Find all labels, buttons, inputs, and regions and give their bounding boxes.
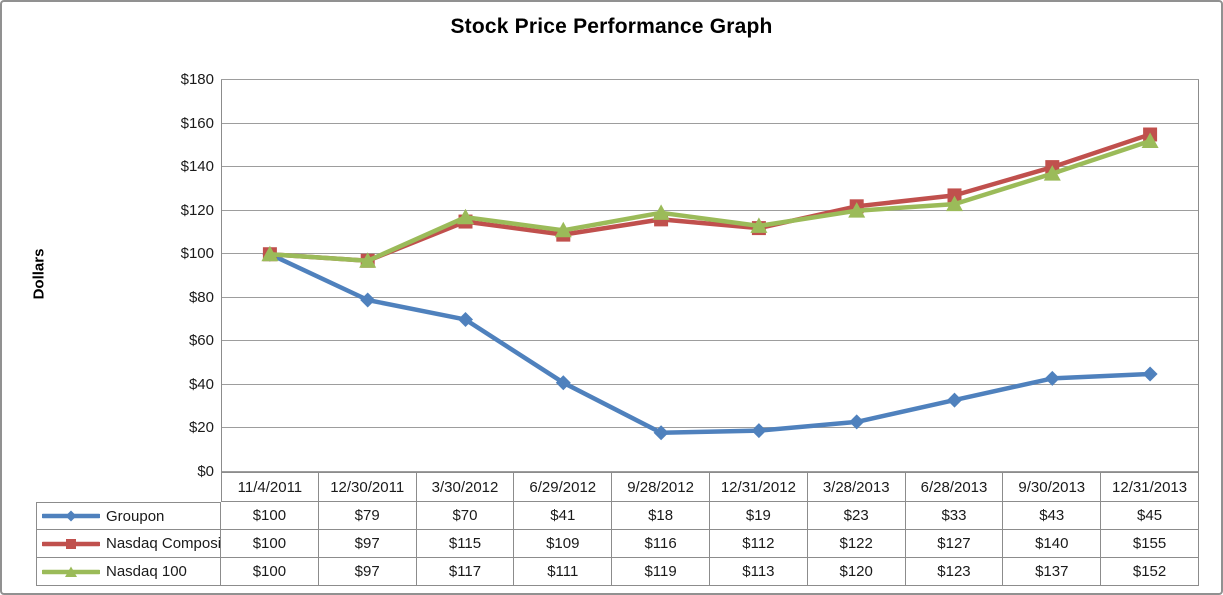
value-cell: $79 [318,502,417,530]
series-name-label: Nasdaq Composite [106,535,234,552]
date-header-cell: 3/28/2013 [807,472,906,502]
value-cell: $123 [905,558,1004,586]
diamond-marker-icon [555,375,571,391]
value-cell: $116 [612,530,710,558]
value-cell: $100 [221,502,319,530]
date-header-cell: 6/29/2012 [514,472,613,502]
diamond-marker-icon [751,423,767,439]
legend-cell: Nasdaq 100 [36,558,221,586]
value-cell: $152 [1101,558,1199,586]
series-name-label: Nasdaq 100 [106,563,187,580]
value-cell: $111 [514,558,613,586]
diamond-marker-icon [360,292,376,308]
value-cell: $137 [1003,558,1102,586]
y-tick-label: $160 [180,114,214,132]
value-cell: $97 [318,530,417,558]
value-cell: $23 [807,502,906,530]
triangle-legend-marker-icon [42,566,100,577]
value-cell: $100 [221,530,319,558]
triangle-marker-icon [848,202,866,218]
data-table-with-legend: 11/4/2011 12/30/2011 3/30/2012 6/29/2012 9/2… [36,472,1199,586]
diamond-legend-marker-icon [42,510,100,522]
date-header-cell: 9/30/2013 [1003,472,1102,502]
y-tick-label: $80 [188,288,214,306]
date-header-cell: 12/30/2011 [318,472,417,502]
value-cell: $18 [612,502,710,530]
diamond-marker-icon [849,414,865,430]
value-cell: $100 [221,558,319,586]
value-cell: $119 [612,558,710,586]
chart-title: Stock Price Performance Graph [450,15,773,38]
legend-cell: Groupon [36,502,221,530]
value-cell: $70 [416,502,515,530]
square-legend-marker-icon [42,538,100,549]
triangle-marker-icon [750,217,768,233]
y-tick-label: $180 [180,71,214,88]
y-tick-label: $40 [188,375,214,393]
y-tick-label: $100 [180,245,214,263]
nasdaq-100-line [267,138,1153,264]
diamond-marker-icon [1044,370,1060,386]
value-cell: $113 [709,558,808,586]
date-header-cell: 12/31/2013 [1101,472,1199,502]
value-cell: $120 [807,558,906,586]
date-header-cell: 6/28/2013 [905,472,1004,502]
triangle-marker-icon [359,252,377,268]
triangle-marker-icon [1141,132,1159,148]
y-tick-label: $20 [188,419,214,437]
groupon-line [267,251,1153,436]
date-header-cell: 9/28/2012 [612,472,710,502]
value-cell: $140 [1003,530,1102,558]
value-cell: $45 [1101,502,1199,530]
value-cell: $41 [514,502,613,530]
value-cell: $122 [807,530,906,558]
triangle-marker-icon [261,245,279,262]
diamond-marker-icon [1142,366,1158,382]
y-tick-label: $140 [180,158,214,176]
value-cell: $97 [318,558,417,586]
value-cell: $127 [905,530,1004,558]
y-tick-label: $60 [188,332,214,350]
triangle-marker-icon [946,195,963,212]
triangle-marker-icon [652,204,670,220]
series-name-label: Groupon [106,507,165,525]
date-header-cell: 3/30/2012 [416,472,515,502]
value-cell: $115 [416,530,515,558]
table-corner-spacer [36,472,221,502]
y-tick-label: $120 [180,201,214,219]
triangle-marker-icon [554,221,572,238]
triangle-marker-icon [457,208,474,225]
triangle-marker-icon [1043,165,1061,181]
value-cell: $112 [709,530,808,558]
y-tick-label: $0 [197,463,214,480]
date-header-cell: 12/31/2012 [709,472,808,502]
diamond-marker-icon [653,425,669,441]
value-cell: $117 [416,558,515,586]
value-cell: $43 [1003,502,1102,530]
diamond-marker-icon [947,392,962,408]
diamond-marker-icon [458,312,473,328]
nasdaq-composite-line [267,132,1153,264]
value-cell: $33 [905,502,1004,530]
y-axis-title: Dollars [30,248,48,300]
value-cell: $155 [1101,530,1199,558]
legend-cell: Nasdaq Composite [36,530,234,558]
plot-area [221,79,1199,472]
value-cell: $19 [709,502,808,530]
value-cell: $109 [514,530,613,558]
date-header-cell: 11/4/2011 [221,472,319,502]
square-marker-icon [947,188,962,203]
